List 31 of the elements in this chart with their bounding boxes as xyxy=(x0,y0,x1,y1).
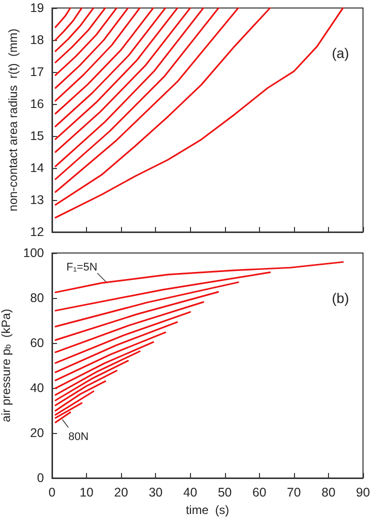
y-tick-label: 40 xyxy=(30,381,44,395)
y-axis-title: non-contact area radius r(t) (mm) xyxy=(6,28,20,212)
y-tick-label: 14 xyxy=(30,161,44,175)
annotation: F₁=5N xyxy=(66,262,98,274)
x-tick-label: 80 xyxy=(321,486,336,500)
y-tick-label: 18 xyxy=(30,33,44,47)
y-axis-title: air pressure pb (kPa) xyxy=(0,308,14,422)
x-tick-label: 70 xyxy=(286,486,301,500)
y-tick-label: 20 xyxy=(30,426,44,440)
x-axis-title: time (s) xyxy=(186,502,230,517)
y-tick-label: 12 xyxy=(30,225,44,239)
y-tick-label: 0 xyxy=(37,471,44,485)
y-tick-label: 16 xyxy=(30,97,44,111)
y-tick-label: 80 xyxy=(30,291,44,305)
y-tick-label: 60 xyxy=(30,336,44,350)
x-tick-label: 60 xyxy=(252,486,266,500)
x-tick-label: 10 xyxy=(80,486,94,500)
x-tick-label: 40 xyxy=(183,486,198,500)
x-tick-label: 30 xyxy=(148,486,163,500)
y-tick-label: 100 xyxy=(23,246,44,260)
y-tick-label: 17 xyxy=(30,65,44,79)
x-tick-label: 50 xyxy=(218,486,232,500)
annotation: 80N xyxy=(68,431,89,443)
y-tick-label: 19 xyxy=(30,1,44,15)
x-tick-label: 90 xyxy=(356,486,370,500)
x-tick-label: 0 xyxy=(48,486,56,500)
annotation: (b) xyxy=(332,290,350,306)
y-tick-label: 15 xyxy=(30,129,44,143)
annotation: (a) xyxy=(332,45,350,61)
y-tick-label: 13 xyxy=(30,193,44,207)
x-tick-label: 20 xyxy=(114,486,128,500)
